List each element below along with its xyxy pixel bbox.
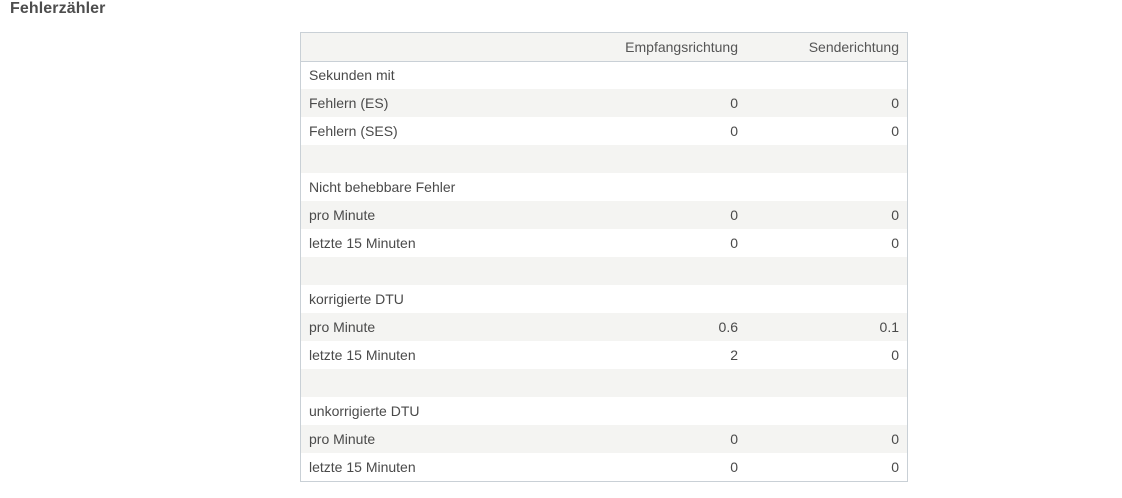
send-value bbox=[746, 61, 907, 89]
receive-value: 0 bbox=[730, 459, 738, 475]
table-row: Fehlern (SES) 0 0 bbox=[301, 117, 907, 145]
send-value: 0 bbox=[891, 347, 899, 363]
error-counter-grid: Empfangsrichtung Senderichtung Sekunden … bbox=[301, 33, 907, 481]
row-label: Fehlern (ES) bbox=[309, 95, 389, 111]
send-value: 0 bbox=[891, 123, 899, 139]
send-value bbox=[746, 173, 907, 201]
receive-value bbox=[609, 397, 746, 425]
table-row: pro Minute 0 0 bbox=[301, 425, 907, 453]
table-spacer-row bbox=[301, 145, 907, 173]
send-value: 0 bbox=[891, 95, 899, 111]
send-value: 0.1 bbox=[879, 319, 899, 335]
table-row: Sekunden mit bbox=[301, 61, 907, 89]
table-row: letzte 15 Minuten 2 0 bbox=[301, 341, 907, 369]
section-title: Fehlerzähler bbox=[10, 0, 106, 17]
send-value bbox=[746, 397, 907, 425]
header-send-direction: Senderichtung bbox=[746, 33, 907, 62]
receive-value bbox=[609, 173, 746, 201]
table-row: Nicht behebbare Fehler bbox=[301, 173, 907, 201]
header-label-column bbox=[301, 33, 609, 62]
row-label: pro Minute bbox=[309, 319, 376, 335]
receive-value: 0 bbox=[730, 431, 738, 447]
row-label: unkorrigierte DTU bbox=[309, 403, 420, 419]
table-row: pro Minute 0.6 0.1 bbox=[301, 313, 907, 341]
row-label: letzte 15 Minuten bbox=[309, 235, 416, 251]
error-counter-table: Empfangsrichtung Senderichtung Sekunden … bbox=[300, 32, 908, 482]
receive-value bbox=[609, 285, 746, 313]
table-row: unkorrigierte DTU bbox=[301, 397, 907, 425]
receive-value: 0.6 bbox=[718, 319, 738, 335]
table-spacer-row bbox=[301, 369, 907, 397]
send-value bbox=[746, 257, 907, 285]
table-row: letzte 15 Minuten 0 0 bbox=[301, 229, 907, 257]
row-label bbox=[301, 257, 609, 285]
row-label: Sekunden mit bbox=[309, 67, 395, 84]
receive-value bbox=[609, 61, 746, 89]
receive-value: 0 bbox=[730, 207, 738, 223]
send-value: 0 bbox=[891, 235, 899, 251]
table-row: Fehlern (ES) 0 0 bbox=[301, 89, 907, 117]
row-label: pro Minute bbox=[309, 207, 376, 223]
row-label: letzte 15 Minuten bbox=[309, 347, 416, 363]
table-header-row: Empfangsrichtung Senderichtung bbox=[301, 33, 907, 62]
row-label: korrigierte DTU bbox=[309, 291, 404, 307]
row-label: pro Minute bbox=[309, 431, 376, 447]
receive-value: 0 bbox=[730, 235, 738, 251]
row-label bbox=[301, 145, 609, 173]
header-receive-direction: Empfangsrichtung bbox=[609, 33, 746, 62]
row-label: Nicht behebbare Fehler bbox=[309, 179, 456, 195]
row-label bbox=[301, 369, 609, 397]
row-label: Fehlern (SES) bbox=[309, 123, 398, 139]
send-value: 0 bbox=[891, 431, 899, 447]
send-value bbox=[746, 285, 907, 313]
receive-value: 0 bbox=[730, 95, 738, 111]
receive-value bbox=[609, 369, 746, 397]
table-spacer-row bbox=[301, 257, 907, 285]
send-value: 0 bbox=[891, 459, 899, 475]
send-value bbox=[746, 145, 907, 173]
receive-value bbox=[609, 145, 746, 173]
receive-value bbox=[609, 257, 746, 285]
receive-value: 0 bbox=[730, 123, 738, 139]
send-value bbox=[746, 369, 907, 397]
row-label: letzte 15 Minuten bbox=[309, 459, 416, 475]
table-row: korrigierte DTU bbox=[301, 285, 907, 313]
send-value: 0 bbox=[891, 207, 899, 223]
table-row: letzte 15 Minuten 0 0 bbox=[301, 453, 907, 481]
receive-value: 2 bbox=[730, 347, 738, 363]
table-row: pro Minute 0 0 bbox=[301, 201, 907, 229]
